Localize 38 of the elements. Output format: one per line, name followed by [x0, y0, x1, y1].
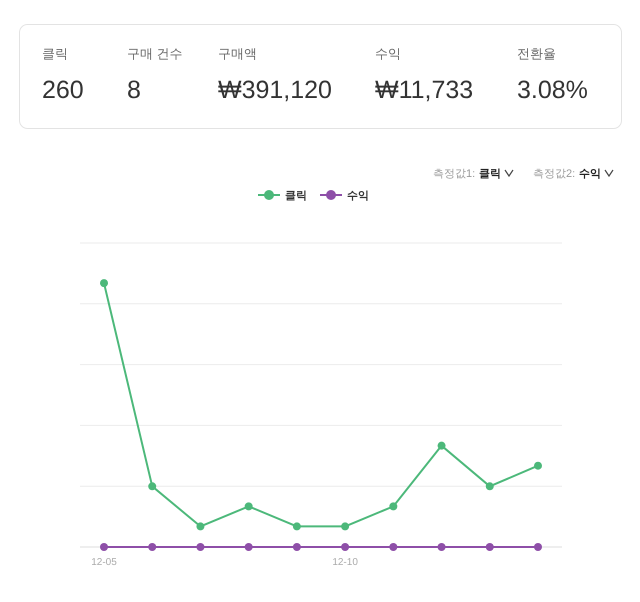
- text: 구매 건수: [127, 46, 183, 61]
- text: 8: [127, 76, 141, 104]
- text: 클릭: [42, 46, 68, 61]
- point: [148, 482, 156, 490]
- point: [292, 543, 301, 551]
- text: ₩11,733: [375, 76, 474, 104]
- text: 수익: [579, 168, 601, 180]
- x-tick-label: 12-10: [332, 557, 358, 568]
- text: 260: [42, 76, 84, 104]
- point: [196, 543, 204, 551]
- point: [438, 543, 446, 551]
- point: [486, 482, 494, 490]
- point: [534, 462, 542, 470]
- text: 클릭: [479, 168, 501, 180]
- legend-label: 클릭: [285, 190, 307, 202]
- point: [486, 543, 494, 551]
- text: 구매액: [218, 46, 257, 61]
- point: [389, 502, 398, 510]
- point: [389, 543, 398, 551]
- point: [196, 522, 204, 530]
- point: [438, 442, 446, 450]
- point: [100, 543, 108, 551]
- legend-label: 수익: [347, 190, 369, 202]
- point: [292, 522, 301, 530]
- x-tick-label: 12-05: [91, 557, 118, 568]
- point: [534, 543, 542, 551]
- text: 측정값2:: [533, 168, 576, 180]
- text: 3.08%: [517, 76, 588, 104]
- point: [244, 502, 253, 510]
- point: [341, 522, 350, 530]
- point: [148, 543, 156, 551]
- point: [244, 543, 253, 551]
- text: ₩391,120: [218, 76, 332, 104]
- text: 측정값1:: [433, 168, 476, 180]
- point: [100, 279, 108, 288]
- point: [341, 543, 350, 551]
- text: 전환율: [517, 46, 556, 61]
- text: 수익: [375, 46, 401, 61]
